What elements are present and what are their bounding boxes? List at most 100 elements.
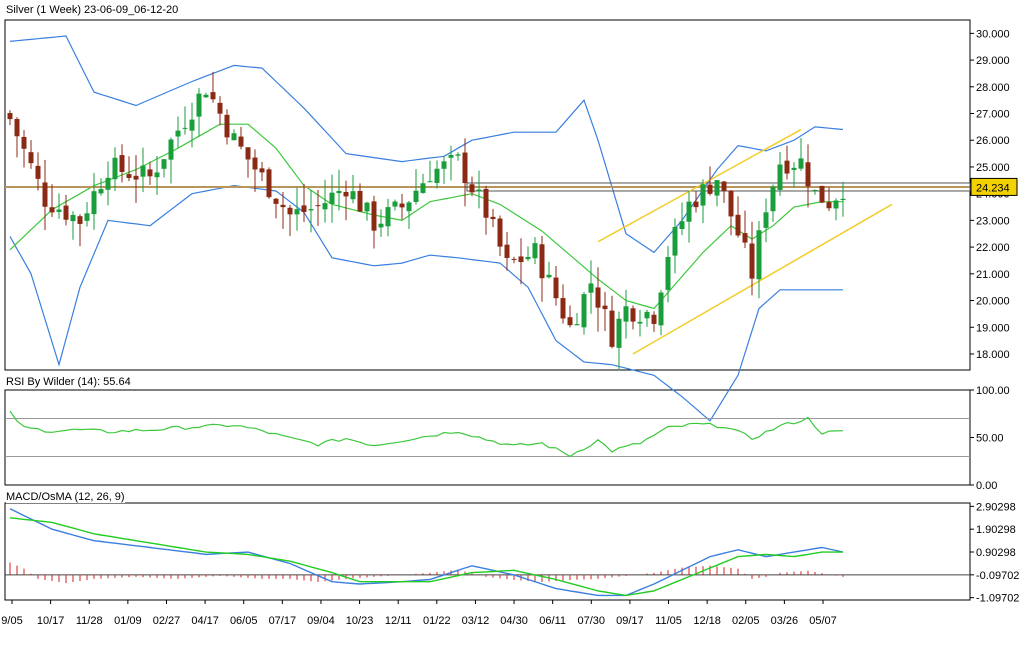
candle-body (714, 180, 720, 196)
x-tick-label: 07/17 (269, 615, 297, 627)
candle-body (441, 161, 447, 169)
candle-body (217, 102, 223, 114)
rsi-y-tick-label: 50.00 (976, 433, 1004, 445)
candle-body (427, 181, 433, 183)
candle-body (266, 169, 272, 198)
candle-body (77, 216, 83, 224)
candle-body (483, 188, 489, 218)
x-tick-label: 11/05 (655, 615, 682, 627)
candle-body (56, 209, 62, 212)
candle-body (420, 183, 426, 193)
last-price-marker (970, 177, 1018, 196)
macd-y-tick-label: 2.90298 (976, 501, 1016, 513)
candle-body (623, 306, 629, 322)
candle-body (49, 207, 55, 213)
price-panel-title: Silver (1 Week) 23-06-09_06-12-20 (6, 4, 179, 16)
candle-body (70, 214, 76, 222)
candle-body (546, 274, 552, 278)
macd-series (5, 508, 970, 597)
price-y-tick-label: 21.000 (976, 269, 1010, 281)
candle-body (651, 314, 657, 324)
x-tick-label: 02/05 (732, 615, 760, 627)
candle-body (133, 175, 139, 180)
candle-body (161, 159, 167, 169)
candle-body (812, 189, 818, 191)
candle-body (539, 244, 545, 279)
price-y-tick-label: 26.000 (976, 135, 1010, 147)
rsi-y-tick-label: 0.00 (976, 480, 997, 492)
candle-body (280, 204, 286, 208)
candle-body (35, 165, 41, 179)
x-tick-label: 09/17 (616, 615, 644, 627)
candle-body (798, 158, 804, 169)
candle-body (693, 201, 699, 208)
candle-body (329, 192, 335, 204)
signal-line (9, 517, 843, 597)
x-tick-label: 11/28 (76, 615, 103, 627)
x-tick-label: 07/30 (578, 615, 606, 627)
candle-body (231, 133, 237, 141)
candle-body (581, 294, 587, 328)
rsi-panel-title: RSI By Wilder (14): 55.64 (6, 376, 131, 388)
x-tick-label: 05/07 (809, 615, 837, 627)
candle-body (210, 92, 216, 100)
candle-body (238, 136, 244, 147)
candle-body (560, 298, 566, 319)
candle-body (721, 181, 727, 191)
price-y-tick-label: 23.000 (976, 215, 1010, 227)
candle-body (525, 256, 531, 260)
price-y-tick-label: 30.000 (976, 28, 1010, 40)
candle-body (196, 93, 202, 117)
candle-body (203, 94, 209, 98)
price-y-tick-label: 20.000 (976, 296, 1010, 308)
rsi-y-tick-label: 100.00 (976, 385, 1010, 397)
x-tick-label: 06/11 (539, 615, 566, 627)
candle-body (322, 203, 328, 210)
candle-body (455, 154, 461, 156)
x-tick-label: 10/17 (37, 615, 65, 627)
rsi-panel-frame (4, 389, 971, 486)
x-tick-label: 12/11 (385, 615, 412, 627)
candle-body (119, 155, 125, 172)
channel-line-0 (597, 128, 802, 243)
candle-body (679, 221, 685, 230)
candle-body (742, 233, 748, 243)
candle-body (28, 152, 34, 164)
macd-panel-frame (4, 502, 971, 601)
candle-body (112, 157, 118, 180)
candle-body (63, 205, 69, 220)
candle-body (84, 213, 90, 221)
candle-body (273, 198, 279, 204)
candle-body (518, 256, 524, 263)
candle-body (756, 230, 762, 280)
bollinger-lower-band (9, 184, 843, 422)
candle-body (21, 136, 27, 149)
candle-body (784, 160, 790, 174)
candle-body (448, 154, 454, 158)
price-y-tick-label: 22.000 (976, 242, 1010, 254)
candle-body (140, 165, 146, 177)
price-y-tick-label: 27.000 (976, 109, 1010, 121)
candle-body (287, 207, 293, 215)
candle-body (819, 185, 825, 203)
candle-body (399, 203, 405, 208)
candle-body (553, 277, 559, 299)
candle-body (168, 139, 174, 160)
candle-body (350, 191, 356, 200)
candle-body (686, 201, 692, 222)
candle-body (644, 311, 650, 319)
candle-body (602, 305, 608, 310)
candle-body (805, 162, 811, 187)
candle-body (672, 227, 678, 256)
candle-body (616, 318, 622, 348)
candle-body (707, 184, 713, 194)
candle-body (791, 167, 797, 170)
x-tick-label: 06/05 (230, 615, 258, 627)
candle-body (154, 172, 160, 178)
price-y-tick-label: 29.000 (976, 55, 1010, 67)
x-tick-label: 9/05 (1, 615, 22, 627)
candle-body (406, 202, 412, 212)
price-y-tick-label: 28.000 (976, 82, 1010, 94)
rsi-series (5, 410, 970, 458)
